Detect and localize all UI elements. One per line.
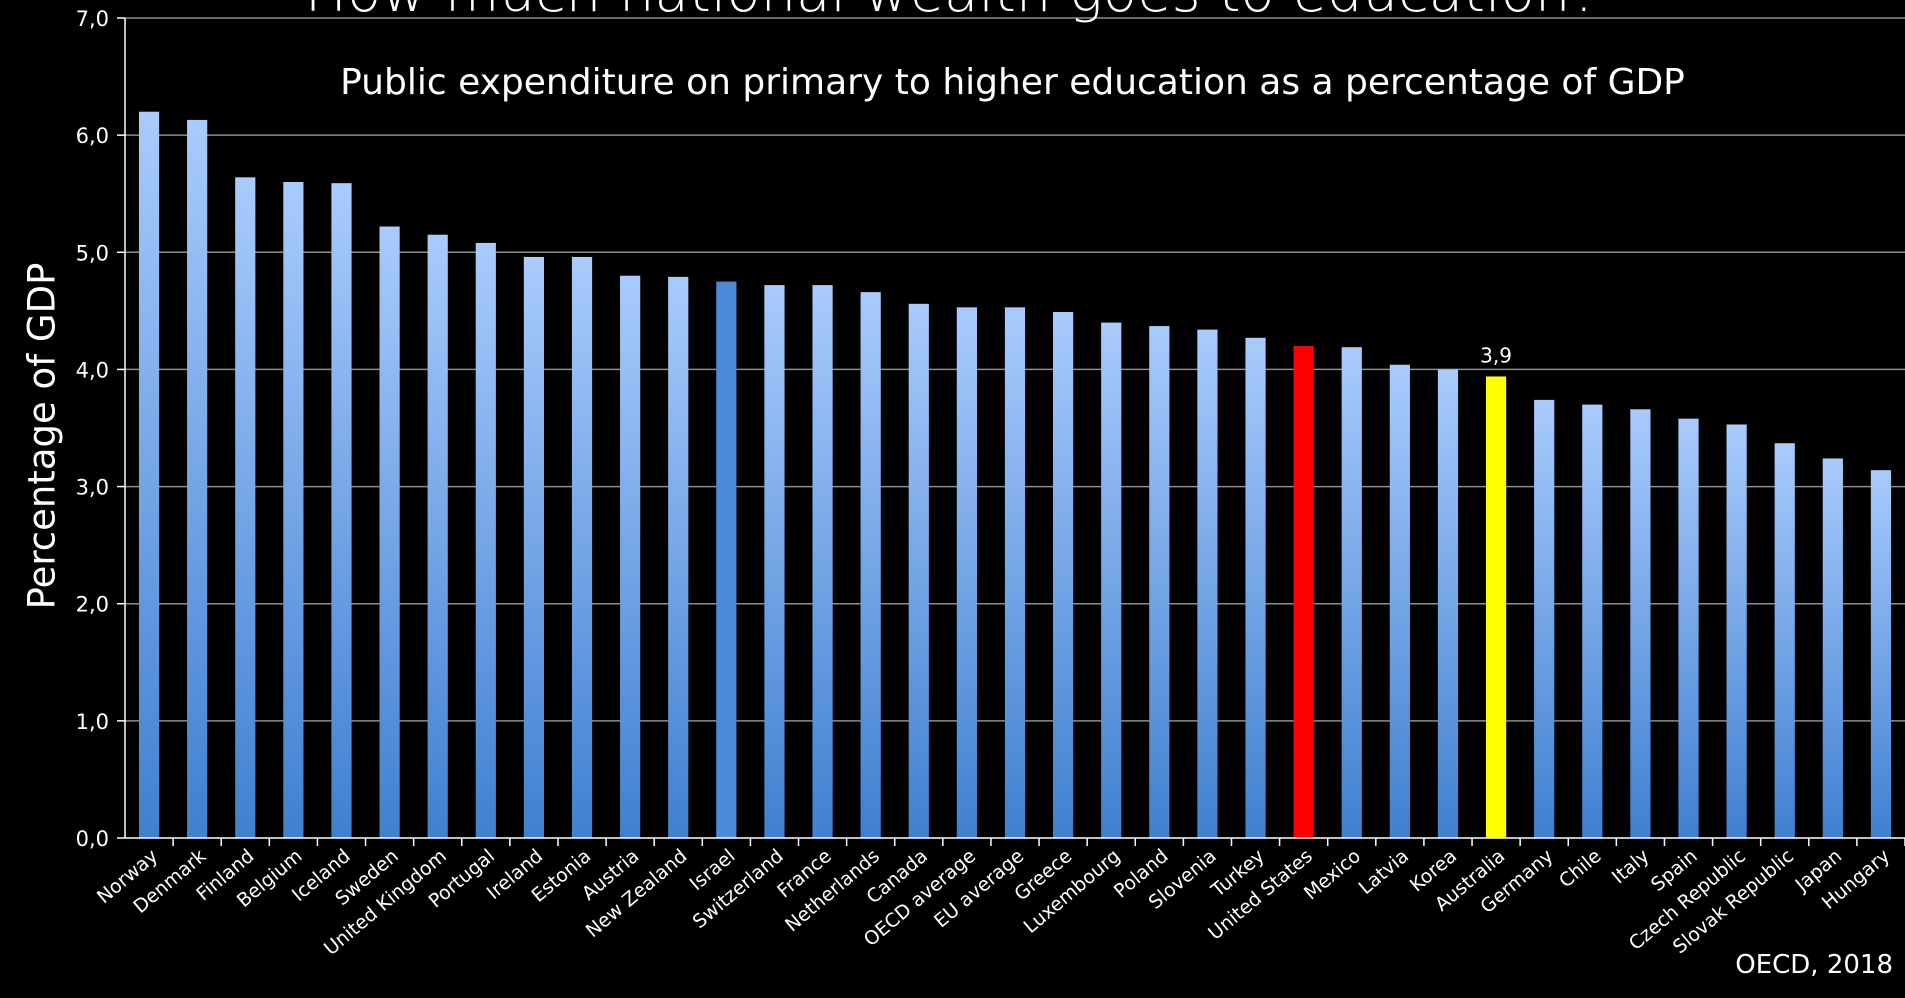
bar	[379, 226, 400, 838]
x-tick-label: Italy	[1608, 845, 1654, 888]
bar	[1870, 470, 1892, 838]
y-tick-label: 7,0	[76, 7, 109, 31]
axes	[117, 17, 1905, 846]
bar	[1822, 458, 1843, 838]
bar	[1101, 322, 1122, 839]
bar	[1245, 337, 1266, 838]
x-tick-label: Latvia	[1355, 845, 1413, 899]
bar	[523, 256, 545, 838]
bar	[1726, 424, 1747, 838]
bar	[475, 242, 496, 838]
bar	[1630, 409, 1651, 838]
bar	[1582, 404, 1603, 838]
bar	[187, 119, 208, 838]
bar	[427, 234, 448, 838]
bar	[620, 275, 641, 838]
bar	[1437, 369, 1459, 838]
source-note: OECD, 2018	[1735, 950, 1893, 980]
x-tick-label: Chile	[1555, 845, 1606, 892]
bar	[812, 285, 833, 839]
y-tick-label: 5,0	[76, 241, 109, 265]
bar	[331, 183, 352, 838]
bar	[1485, 376, 1507, 838]
bars	[138, 111, 1892, 839]
bar	[1293, 346, 1314, 838]
bar	[138, 111, 160, 838]
bar	[1774, 443, 1795, 838]
y-tick-label: 2,0	[76, 593, 109, 617]
bar	[1341, 347, 1362, 838]
y-tick-label: 1,0	[76, 710, 109, 734]
y-tick-label: 4,0	[76, 358, 109, 382]
bar	[1678, 418, 1699, 838]
bar	[1197, 329, 1218, 838]
bar	[764, 285, 785, 839]
bar	[1149, 326, 1170, 838]
bar	[1004, 307, 1026, 838]
bar	[668, 276, 689, 838]
y-tick-label: 6,0	[76, 124, 109, 148]
bar	[860, 292, 881, 839]
y-tick-label: 0,0	[76, 827, 109, 851]
y-tick-label: 3,0	[76, 476, 109, 500]
bar	[235, 177, 256, 839]
bar	[1389, 364, 1410, 838]
bar	[1534, 399, 1555, 838]
data-label: 3,9	[1480, 343, 1512, 367]
bar	[1053, 312, 1074, 838]
chart-title: How much national wealth goes to educati…	[0, 0, 1905, 25]
bar	[956, 307, 977, 838]
bar	[908, 303, 929, 838]
y-axis-label: Percentage of GDP	[20, 262, 64, 610]
bar	[716, 281, 737, 839]
bar	[571, 256, 593, 838]
bar	[283, 182, 304, 838]
chart-subtitle: Public expenditure on primary to higher …	[340, 62, 1685, 103]
